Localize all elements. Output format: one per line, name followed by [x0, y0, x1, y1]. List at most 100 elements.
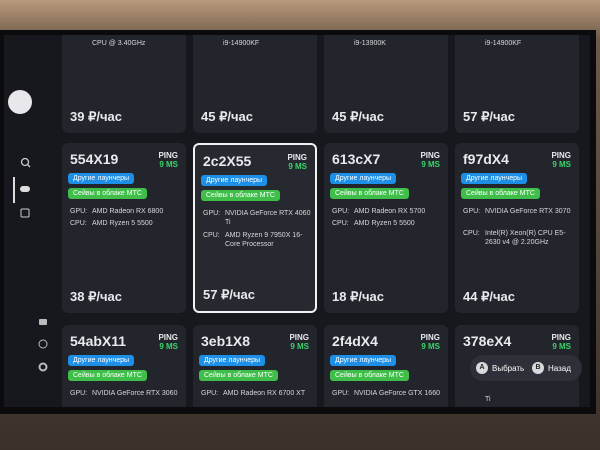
tag-badge: Сейвы в облаке МТС [330, 188, 409, 199]
settings-icon[interactable] [38, 362, 48, 372]
button-key: A [476, 362, 488, 374]
server-name: 54abX11 [70, 333, 127, 349]
price: 45 ₽/час [201, 109, 253, 124]
tag-badge: Другие лаунчеры [330, 355, 397, 366]
gpu-label: GPU: [70, 208, 88, 215]
nav-indicator [13, 177, 15, 203]
ping-label: PING [289, 333, 309, 342]
hint-bar: A Выбрать B Назад [470, 355, 582, 381]
cpu-spec: i9-14900KF [485, 40, 522, 47]
server-card[interactable]: 3eb1X8 PING 9 MS Другие лаунчеры Сейвы в обл… [193, 325, 317, 407]
server-card[interactable]: i9-14900KF 45 ₽/час [193, 35, 317, 133]
gpu-spec: NVIDIA GeForce RTX 3070 [485, 208, 571, 215]
cpu-spec: CPU @ 3.40GHz [92, 40, 146, 47]
server-card[interactable]: i9-13900K 45 ₽/час [324, 35, 448, 133]
ping-value: 9 MS [159, 342, 178, 351]
tag-badge: Сейвы в облаке МТС [199, 370, 278, 381]
price: 44 ₽/час [463, 289, 515, 304]
price: 38 ₽/час [70, 289, 122, 304]
server-card[interactable]: i9-14900KF 57 ₽/час [455, 35, 579, 133]
server-card[interactable]: 54abX11 PING 9 MS Другие лаунчеры Сейвы в об… [62, 325, 186, 407]
gpu-label: GPU: [463, 208, 481, 215]
ping-label: PING [287, 153, 307, 162]
library-icon[interactable] [20, 208, 30, 218]
gpu-label: GPU: [332, 390, 350, 397]
tag-badge: Другие лаунчеры [201, 175, 268, 186]
server-name: 613cX7 [332, 151, 381, 167]
avatar[interactable] [8, 90, 32, 114]
games-icon[interactable] [20, 186, 30, 192]
tag-badge: Сейвы в облаке МТС [201, 190, 280, 201]
tv-bezel: CPU @ 3.40GHz 39 ₽/час i9-14900KF 45 ₽/час i… [0, 30, 596, 414]
server-card[interactable]: CPU @ 3.40GHz 39 ₽/час [62, 35, 186, 133]
server-card[interactable]: 2f4dX4 PING 9 MS Другие лаунчеры Сейвы в обл… [324, 325, 448, 407]
tag-badge: Сейвы в облаке МТС [461, 188, 540, 199]
sidebar [4, 35, 56, 407]
gpu-label: GPU: [201, 390, 219, 397]
ping-value: 9 MS [288, 162, 307, 171]
server-card[interactable]: f97dX4 PING 9 MS Другие лаунчеры Сейвы в обл… [455, 143, 579, 313]
server-card[interactable]: 2c2X55 PING 9 MS Другие лаунчеры Сейвы в обл… [193, 143, 317, 313]
hint-button[interactable]: A Выбрать [476, 362, 524, 374]
tag-badge: Другие лаунчеры [199, 355, 266, 366]
ping-value: 9 MS [159, 160, 178, 169]
search-icon[interactable] [20, 157, 30, 167]
price: 45 ₽/час [332, 109, 384, 124]
ping-value: 9 MS [421, 160, 440, 169]
ping-label: PING [158, 333, 178, 342]
screen: CPU @ 3.40GHz 39 ₽/час i9-14900KF 45 ₽/час i… [4, 35, 590, 407]
price: 57 ₽/час [463, 109, 515, 124]
server-name: f97dX4 [463, 151, 509, 167]
gpu-label: GPU: [203, 210, 221, 217]
button-key: B [532, 362, 544, 374]
ping-label: PING [420, 151, 440, 160]
server-name: 2c2X55 [203, 153, 252, 169]
server-card[interactable]: 613cX7 PING 9 MS Другие лаунчеры Сейвы в обл… [324, 143, 448, 313]
server-name: 3eb1X8 [201, 333, 251, 349]
cpu-spec: i9-14900KF [223, 40, 260, 47]
button-label: Выбрать [492, 363, 525, 373]
price: 39 ₽/час [70, 109, 122, 124]
storage-icon[interactable] [39, 319, 47, 325]
bottom-icons [38, 319, 48, 372]
tag-badge: Сейвы в облаке МТС [330, 370, 409, 381]
cpu-label: CPU: [463, 230, 480, 237]
nav-icons [20, 157, 31, 218]
gpu-spec: Ti [485, 396, 491, 403]
tag-badge: Другие лаунчеры [330, 173, 397, 184]
ping-value: 9 MS [290, 342, 309, 351]
ping-label: PING [420, 333, 440, 342]
server-card[interactable]: 554X19 PING 9 MS Другие лаунчеры Сейвы в обл… [62, 143, 186, 313]
gpu-spec: AMD Radeon RX 6800 [92, 208, 164, 215]
button-label: Назад [548, 363, 571, 373]
cpu-label: CPU: [203, 232, 220, 239]
server-name: 2f4dX4 [332, 333, 378, 349]
cpu-spec: Intel(R) Xeon(R) CPU E5-2630 v4 @ 2.20GH… [485, 230, 566, 246]
tag-badge: Другие лаунчеры [68, 355, 135, 366]
tag-badge: Сейвы в облаке МТС [68, 370, 147, 381]
ping-value: 9 MS [552, 342, 571, 351]
cpu-spec: AMD Ryzen 9 7950X 16-Core Processor [225, 232, 303, 248]
cpu-label: CPU: [332, 220, 349, 227]
price: 57 ₽/час [203, 287, 255, 302]
ping-label: PING [551, 333, 571, 342]
hint-button[interactable]: B Назад [532, 362, 571, 374]
server-name: 554X19 [70, 151, 119, 167]
gpu-spec: AMD Radeon RX 6700 XT [223, 390, 306, 397]
cpu-label: CPU: [70, 220, 87, 227]
ping-value: 9 MS [552, 160, 571, 169]
cpu-spec: AMD Ryzen 5 5500 [354, 220, 415, 227]
ping-value: 9 MS [421, 342, 440, 351]
gpu-label: GPU: [70, 390, 88, 397]
tag-badge: Другие лаунчеры [68, 173, 135, 184]
support-icon[interactable] [38, 339, 48, 349]
gpu-spec: NVIDIA GeForce GTX 1660 [354, 390, 440, 397]
gpu-label: GPU: [332, 208, 350, 215]
cpu-spec: i9-13900K [354, 40, 386, 47]
price: 18 ₽/час [332, 289, 384, 304]
server-name: 378eX4 [463, 333, 512, 349]
tag-badge: Другие лаунчеры [461, 173, 528, 184]
ping-label: PING [158, 151, 178, 160]
gpu-spec: NVIDIA GeForce RTX 3060 [92, 390, 178, 397]
